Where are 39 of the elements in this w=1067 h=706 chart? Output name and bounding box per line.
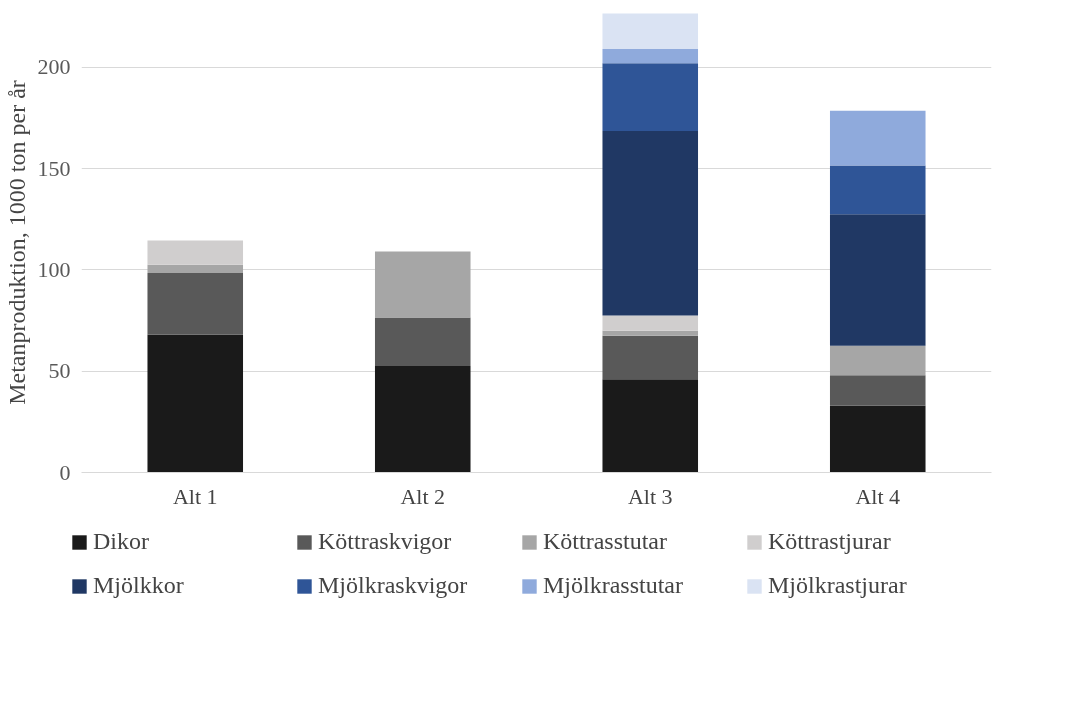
bar	[602, 315, 699, 331]
x-tick-label: Alt 2	[400, 483, 446, 509]
legend-label: Dikor	[93, 528, 150, 555]
bar	[147, 240, 244, 265]
legend-label: Köttraskvigor	[318, 528, 453, 555]
legend-label: Köttrastjurar	[768, 528, 892, 555]
y-tick-label: 0	[59, 459, 71, 485]
bar	[602, 48, 699, 64]
bar	[829, 405, 926, 473]
legend-label: Köttrasstutar	[543, 528, 668, 555]
bar	[829, 110, 926, 166]
bar	[602, 13, 699, 49]
y-tick-label: 150	[37, 155, 71, 181]
bar	[147, 334, 244, 473]
legend-label: Mjölkkor	[93, 572, 185, 599]
y-tick-label: 200	[37, 54, 71, 80]
bar	[147, 264, 244, 273]
bar	[147, 272, 244, 335]
bar	[602, 379, 699, 473]
bar	[602, 63, 699, 132]
x-tick-label: Alt 3	[627, 483, 673, 509]
bar	[829, 375, 926, 406]
bar	[374, 251, 471, 318]
y-axis-title: Metanproduktion, 1000 ton per år	[3, 80, 30, 405]
bar	[829, 345, 926, 376]
bar	[374, 317, 471, 367]
bar	[602, 335, 699, 380]
bar	[602, 330, 699, 336]
y-tick-label: 100	[37, 256, 71, 282]
x-tick-label: Alt 4	[855, 483, 901, 509]
bar	[829, 165, 926, 215]
legend-label: Mjölkrastjurar	[768, 572, 908, 599]
bar	[374, 366, 471, 473]
bar	[602, 131, 699, 316]
bar	[829, 214, 926, 346]
legend-label: Mjölkrasstutar	[543, 572, 684, 599]
x-tick-label: Alt 1	[172, 483, 218, 509]
legend-label: Mjölkraskvigor	[318, 572, 469, 599]
y-tick-label: 50	[48, 358, 71, 384]
